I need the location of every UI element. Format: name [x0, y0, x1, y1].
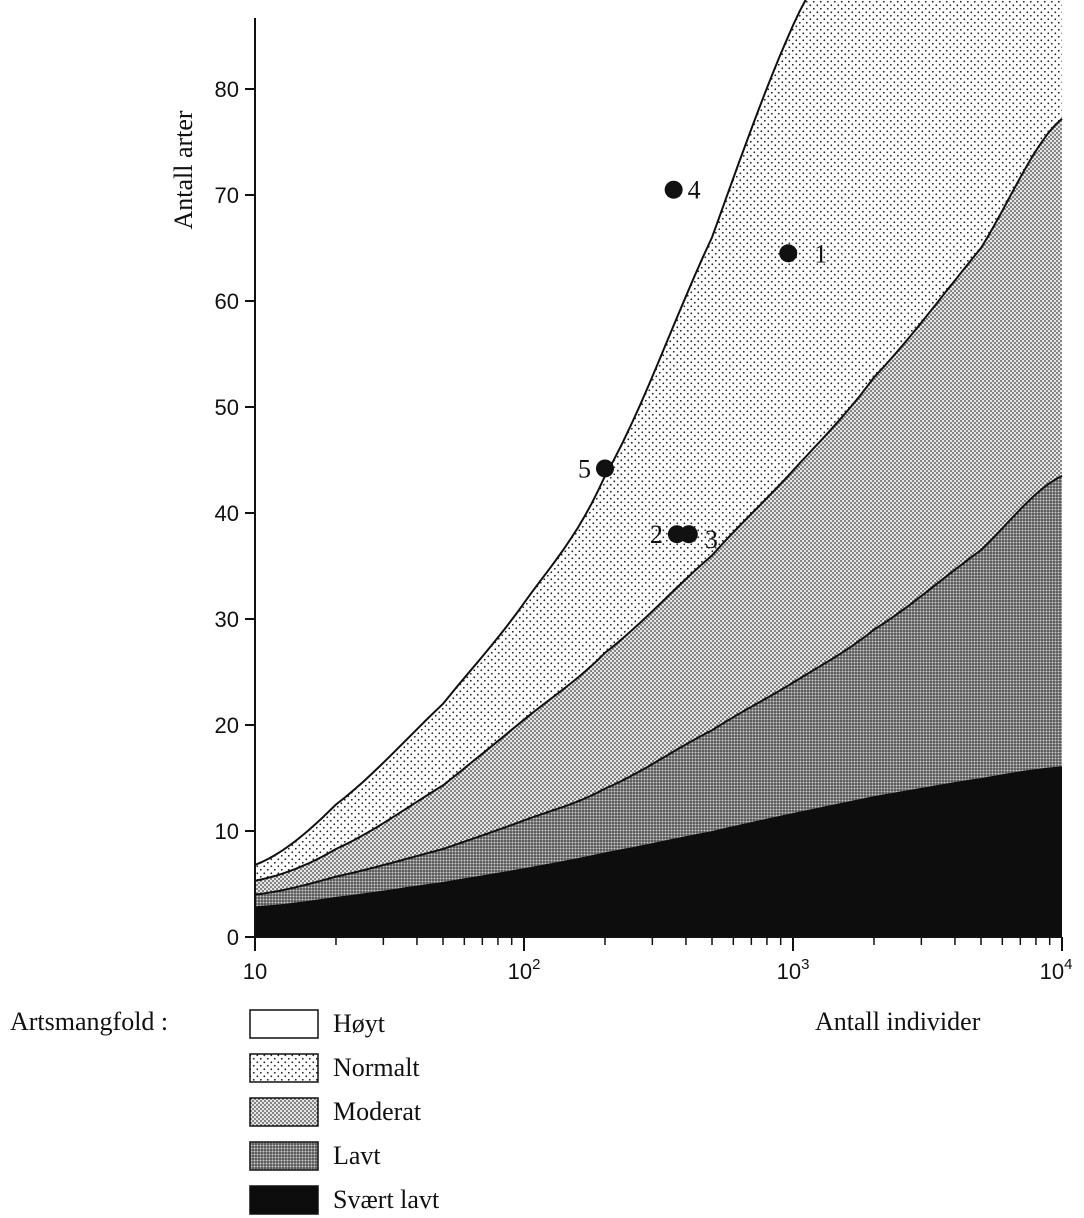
legend-swatch-lavt	[249, 1141, 319, 1171]
data-point-1	[779, 244, 798, 263]
y-tick-label: 80	[215, 77, 239, 102]
data-point-3	[679, 525, 698, 544]
y-ticks: 0 10 20 30 40 50 60 70 80	[215, 77, 255, 950]
legend: Artsmangfold : Høyt Normalt Moderat Lavt…	[10, 1007, 440, 1215]
x-axis-label: Antall individer	[815, 1007, 981, 1036]
band-lavt	[255, 475, 1062, 907]
x-tick-label: 102	[508, 956, 541, 984]
data-point-label-5: 5	[578, 454, 591, 483]
legend-swatch-normalt	[249, 1053, 319, 1083]
y-tick-label: 40	[215, 501, 239, 526]
legend-label-hoyt: Høyt	[333, 1009, 386, 1038]
y-tick-label: 10	[215, 819, 239, 844]
y-tick-label: 30	[215, 607, 239, 632]
band-normalt	[255, 0, 1062, 881]
x-tick-label: 104	[1040, 956, 1073, 984]
data-point-label-1: 1	[814, 239, 827, 268]
boundary-line-lower	[255, 475, 1063, 896]
y-tick-label: 60	[215, 289, 239, 314]
y-axis-label: Antall arter	[169, 110, 198, 229]
data-point-4	[664, 180, 683, 199]
x-tick-label: 10	[243, 959, 267, 984]
data-point-label-3: 3	[705, 525, 718, 554]
legend-swatch-moderat	[249, 1097, 319, 1127]
data-point-label-4: 4	[688, 176, 701, 205]
legend-label-moderat: Moderat	[333, 1097, 422, 1126]
legend-swatch-hoyt	[249, 1009, 319, 1039]
x-tick-label: 103	[777, 956, 810, 984]
boundary-line-upper	[255, 0, 807, 866]
band-svaert-lavt	[255, 766, 1062, 937]
y-tick-label: 50	[215, 395, 239, 420]
x-ticks: 10 102 103 104	[243, 937, 1073, 984]
legend-label-svaert-lavt: Svært lavt	[333, 1185, 440, 1214]
data-point-5	[595, 459, 614, 478]
legend-title: Artsmangfold :	[10, 1007, 168, 1036]
legend-label-lavt: Lavt	[333, 1141, 381, 1170]
data-points: 1 2 3 4 5	[578, 176, 827, 555]
legend-swatch-svaert-lavt	[249, 1185, 319, 1215]
data-point-label-2: 2	[650, 520, 663, 549]
y-tick-label: 20	[215, 713, 239, 738]
band-moderat	[255, 118, 1062, 895]
y-tick-label: 0	[227, 925, 239, 950]
y-tick-label: 70	[215, 183, 239, 208]
legend-label-normalt: Normalt	[333, 1053, 420, 1082]
boundary-line-middle	[255, 117, 1063, 882]
